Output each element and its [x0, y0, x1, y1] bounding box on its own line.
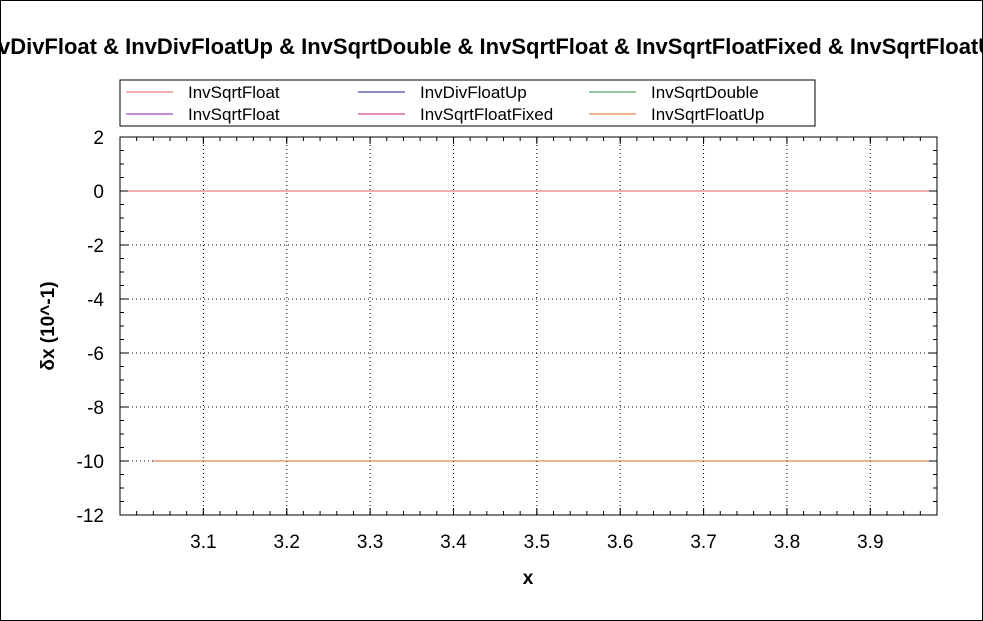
- x-tick-label: 3.4: [440, 532, 467, 553]
- y-tick-label: -2: [87, 236, 104, 257]
- legend-label: InvSqrtFloatFixed: [420, 105, 553, 124]
- x-tick-label: 3.2: [274, 532, 300, 553]
- y-axis-label: δx (10^-1): [38, 281, 59, 370]
- x-tick-label: 3.5: [524, 532, 550, 553]
- plot-area-border: [119, 136, 938, 516]
- legend-label: InvDivFloatUp: [420, 83, 527, 102]
- x-tick-label: 3.9: [857, 532, 883, 553]
- y-tick-label: 2: [93, 128, 104, 149]
- chart-title: InvDivFloat & InvDivFloatUp & InvSqrtDou…: [0, 34, 983, 59]
- y-tick-label: -12: [77, 506, 104, 527]
- x-tick-label: 3.1: [190, 532, 216, 553]
- y-tick-label: -6: [87, 344, 104, 365]
- x-axis-label: x: [523, 568, 534, 589]
- x-tick-label: 3.6: [607, 532, 633, 553]
- x-tick-label: 3.7: [690, 532, 716, 553]
- y-tick-labels: 2 0 -2 -4 -6 -8 -10 -12: [77, 128, 105, 527]
- x-tick-label: 3.3: [357, 532, 383, 553]
- y-tick-label: -10: [77, 452, 104, 473]
- x-tick-label: 3.8: [774, 532, 800, 553]
- x-tick-labels: 3.1 3.2 3.3 3.4 3.5 3.6 3.7 3.8 3.9: [190, 532, 883, 553]
- y-tick-label: -8: [87, 398, 104, 419]
- grid: [120, 137, 937, 515]
- legend: InvSqrtFloat InvDivFloatUp InvSqrtDouble In…: [119, 79, 816, 127]
- axis-ticks: [120, 136, 937, 516]
- legend-label: InvSqrtFloat: [188, 105, 280, 124]
- legend-box: [119, 79, 816, 127]
- legend-label: InvSqrtDouble: [651, 83, 759, 102]
- series-lines: [120, 190, 937, 462]
- y-tick-label: 0: [93, 182, 104, 203]
- y-tick-label: -4: [87, 290, 104, 311]
- legend-label: InvSqrtFloat: [188, 83, 280, 102]
- legend-label: InvSqrtFloatUp: [651, 105, 764, 124]
